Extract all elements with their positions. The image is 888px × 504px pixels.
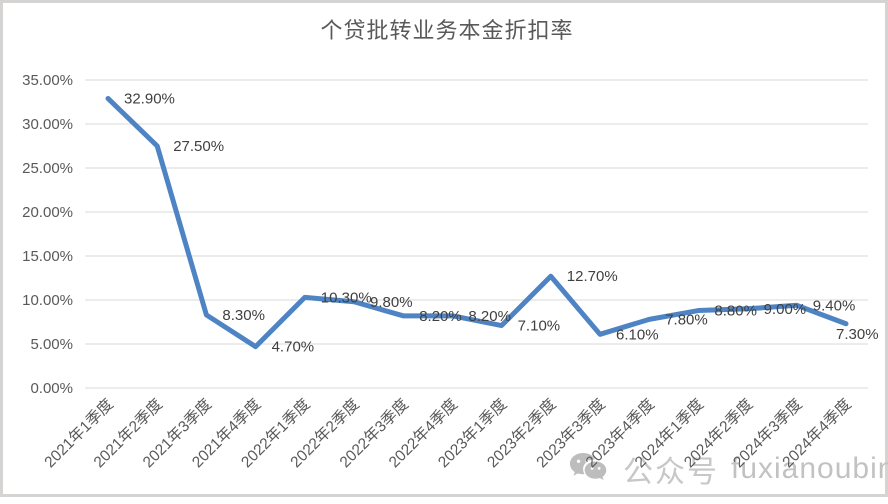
data-label: 7.30% <box>836 326 879 343</box>
line-chart: 0.00% 5.00% 10.00% 15.00% 20.00% 25.00% 30.00%… <box>22 72 879 471</box>
data-label: 8.20% <box>419 308 462 325</box>
data-label: 8.80% <box>714 303 757 320</box>
data-label: 27.50% <box>173 138 224 155</box>
y-axis-label: 10.00% <box>22 292 73 309</box>
data-label: 10.30% <box>321 289 372 306</box>
watermark: 公众号 fuxianoubin <box>569 447 888 491</box>
data-label: 9.80% <box>370 294 413 311</box>
y-axis-label: 20.00% <box>22 204 73 221</box>
data-label: 9.00% <box>764 301 807 318</box>
y-axis-label: 30.00% <box>22 116 73 133</box>
y-axis-label: 15.00% <box>22 248 73 265</box>
y-axis-label: 25.00% <box>22 160 73 177</box>
data-label: 12.70% <box>567 268 618 285</box>
data-label: 32.90% <box>124 90 175 107</box>
watermark-label: 公众号 <box>623 456 719 489</box>
y-axis-label: 35.00% <box>22 72 73 89</box>
wechat-icon <box>570 453 607 480</box>
data-label: 7.10% <box>518 318 561 335</box>
data-label: 8.20% <box>468 308 511 325</box>
data-label: 6.10% <box>616 326 659 343</box>
data-label: 8.30% <box>222 307 265 324</box>
chart-title: 个贷批转业务本金折扣率 <box>320 18 574 43</box>
y-axis-label: 5.00% <box>30 336 73 353</box>
data-label: 9.40% <box>813 297 856 314</box>
watermark-handle: fuxianoubin <box>731 452 888 485</box>
data-label: 7.80% <box>665 311 708 328</box>
data-label: 4.70% <box>272 339 315 356</box>
y-axis-label: 0.00% <box>30 380 73 397</box>
trend-line <box>105 95 849 350</box>
